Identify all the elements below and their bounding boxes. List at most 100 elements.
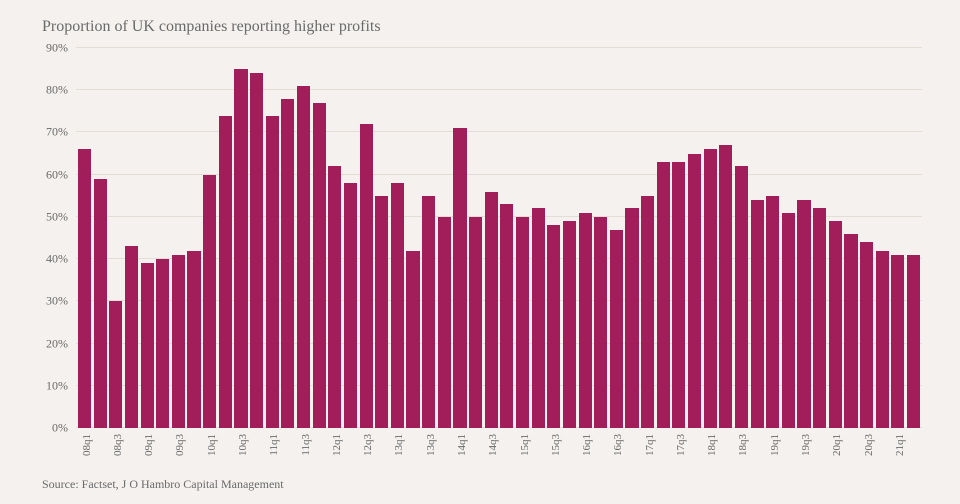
x-axis-label: 18q1: [702, 428, 718, 456]
bar: [422, 196, 435, 428]
bar-slot: 11q3: [297, 48, 310, 428]
bar: [219, 116, 232, 428]
bar: [172, 255, 185, 428]
bar: [406, 251, 419, 428]
bar-slot: [657, 48, 670, 428]
y-axis-label: 40%: [46, 252, 76, 267]
bar-slot: 09q3: [172, 48, 185, 428]
y-axis-label: 0%: [52, 421, 76, 436]
bar-slot: [438, 48, 451, 428]
x-axis-label: 20q3: [859, 428, 875, 456]
bar-slot: 19q1: [766, 48, 779, 428]
bar: [907, 255, 920, 428]
y-axis-label: 70%: [46, 125, 76, 140]
bar: [751, 200, 764, 428]
y-axis-label: 80%: [46, 83, 76, 98]
bars: 08q108q309q109q310q110q311q111q312q112q3…: [76, 48, 922, 428]
bar: [719, 145, 732, 428]
bar-slot: 17q1: [641, 48, 654, 428]
bar-slot: [281, 48, 294, 428]
x-axis-label: 13q1: [389, 428, 405, 456]
bar-slot: [156, 48, 169, 428]
bar: [360, 124, 373, 428]
bar-slot: 11q1: [266, 48, 279, 428]
bar-slot: 15q1: [516, 48, 529, 428]
bar: [187, 251, 200, 428]
bar: [625, 208, 638, 428]
bar: [579, 213, 592, 428]
bar-slot: 08q1: [78, 48, 91, 428]
bar: [735, 166, 748, 428]
x-axis-label: 13q3: [421, 428, 437, 456]
bar: [610, 230, 623, 428]
bar-slot: [844, 48, 857, 428]
bar: [469, 217, 482, 428]
bar-slot: 14q3: [485, 48, 498, 428]
bar: [500, 204, 513, 428]
y-axis-label: 20%: [46, 336, 76, 351]
x-axis-label: 11q3: [296, 428, 312, 456]
bar: [688, 154, 701, 428]
bar: [344, 183, 357, 428]
bar-slot: 08q3: [109, 48, 122, 428]
x-axis-label: 14q3: [483, 428, 499, 456]
bar-slot: [907, 48, 920, 428]
bar-slot: [876, 48, 889, 428]
bar: [109, 301, 122, 428]
bar: [563, 221, 576, 428]
x-axis-label: 17q3: [671, 428, 687, 456]
bar: [141, 263, 154, 428]
bar: [876, 251, 889, 428]
bar: [657, 162, 670, 428]
bar: [94, 179, 107, 428]
source-text: Source: Factset, J O Hambro Capital Mana…: [42, 477, 284, 492]
bar-slot: [250, 48, 263, 428]
bar-slot: 10q3: [234, 48, 247, 428]
bar: [266, 116, 279, 428]
bar-slot: 20q3: [860, 48, 873, 428]
x-axis-label: 20q1: [827, 428, 843, 456]
bar: [281, 99, 294, 428]
y-axis-label: 60%: [46, 167, 76, 182]
y-axis-label: 10%: [46, 378, 76, 393]
bar-slot: [813, 48, 826, 428]
bar: [250, 73, 263, 428]
bar: [313, 103, 326, 428]
bar-slot: 21q1: [891, 48, 904, 428]
bar: [203, 175, 216, 428]
x-axis-label: 10q3: [233, 428, 249, 456]
bar-slot: 10q1: [203, 48, 216, 428]
bar: [297, 86, 310, 428]
bar-slot: [532, 48, 545, 428]
x-axis-label: 11q1: [264, 428, 280, 456]
x-axis-label: 12q3: [358, 428, 374, 456]
bar-slot: 14q1: [453, 48, 466, 428]
bar: [438, 217, 451, 428]
bar: [328, 166, 341, 428]
x-axis-label: 19q1: [765, 428, 781, 456]
bar: [594, 217, 607, 428]
x-axis-label: 12q1: [327, 428, 343, 456]
x-axis-label: 08q1: [77, 428, 93, 456]
bar-slot: [563, 48, 576, 428]
bar: [516, 217, 529, 428]
x-axis-label: 09q1: [139, 428, 155, 456]
bar-slot: [375, 48, 388, 428]
bar-slot: [344, 48, 357, 428]
bar-slot: 16q3: [610, 48, 623, 428]
bar-slot: [406, 48, 419, 428]
bar-slot: [688, 48, 701, 428]
bar: [78, 149, 91, 428]
bar-slot: [313, 48, 326, 428]
bar-slot: [782, 48, 795, 428]
bar-slot: 13q3: [422, 48, 435, 428]
bar-slot: 15q3: [547, 48, 560, 428]
bar-slot: [125, 48, 138, 428]
bar-slot: 16q1: [579, 48, 592, 428]
x-axis-label: 15q3: [546, 428, 562, 456]
bar-slot: [594, 48, 607, 428]
x-axis-label: 09q3: [170, 428, 186, 456]
bar: [453, 128, 466, 428]
bar-slot: 13q1: [391, 48, 404, 428]
bar-slot: 18q3: [735, 48, 748, 428]
